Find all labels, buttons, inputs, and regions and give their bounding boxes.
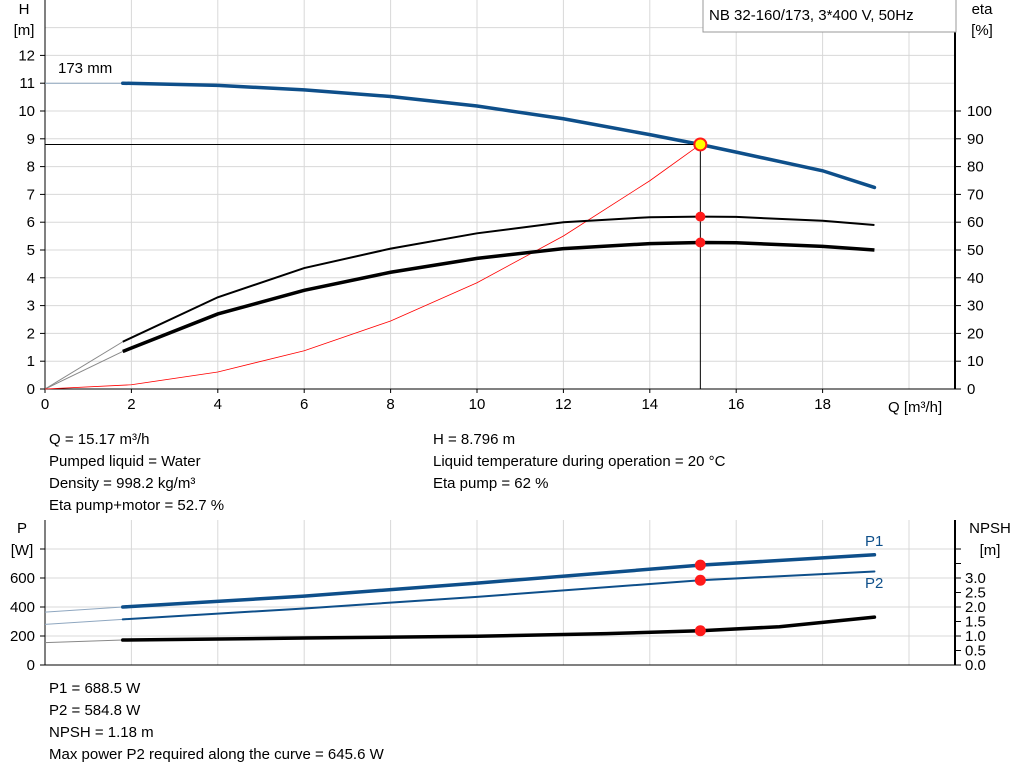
eta-total-point xyxy=(695,237,706,248)
info-density: Density = 998.2 kg/m³ xyxy=(49,475,196,492)
x-axis-label: Q [m³/h] xyxy=(888,399,942,416)
eta-tick-label: 100 xyxy=(967,103,992,120)
x-tick-label: 6 xyxy=(300,396,308,413)
info-npsh: NPSH = 1.18 m xyxy=(49,724,154,741)
h-axis-unit: [m] xyxy=(14,22,35,39)
x-tick-label: 12 xyxy=(555,396,572,413)
h-tick-label: 1 xyxy=(27,353,35,370)
eta-pump-curve xyxy=(122,215,875,343)
eta-tick-label: 80 xyxy=(967,159,984,176)
p-tick-label: 600 xyxy=(10,570,35,587)
h-tick-label: 9 xyxy=(27,131,35,148)
npsh-tick-label: 0.5 xyxy=(965,643,986,660)
p2-extension xyxy=(44,618,123,625)
eta-tick-label: 60 xyxy=(967,214,984,231)
info-max-p2: Max power P2 required along the curve = … xyxy=(49,746,384,763)
npsh-tick-label: 0.0 xyxy=(965,657,986,674)
info-eta-pump: Eta pump = 62 % xyxy=(433,475,549,492)
info-p2: P2 = 584.8 W xyxy=(49,702,141,719)
npsh-tick-label: 3.0 xyxy=(965,570,986,587)
npsh-tick-label: 2.5 xyxy=(965,585,986,602)
info-liquid: Pumped liquid = Water xyxy=(49,453,201,470)
info-h: H = 8.796 m xyxy=(433,431,516,448)
curve-label: 173 mm xyxy=(58,60,112,77)
x-tick-label: 4 xyxy=(214,396,222,413)
h-tick-label: 2 xyxy=(27,325,35,342)
x-tick-label: 14 xyxy=(641,396,658,413)
p1-point xyxy=(694,559,706,571)
h-tick-label: 11 xyxy=(19,75,35,92)
eta-pump-point xyxy=(695,211,706,222)
eta-tick-label: 90 xyxy=(967,131,984,148)
eta-total-curve xyxy=(122,240,875,354)
h-tick-label: 8 xyxy=(27,159,35,176)
h-tick-label: 6 xyxy=(27,214,35,231)
info-p1: P1 = 688.5 W xyxy=(49,680,141,697)
p1-label: P1 xyxy=(865,533,883,550)
p2-point xyxy=(694,574,706,586)
p-tick-label: 200 xyxy=(10,628,35,645)
power-npsh-chart: 0 200 400 600 0.00.51.01.52.02.53.0 xyxy=(10,520,986,674)
x-tick-label: 0 xyxy=(41,396,49,413)
duty-point xyxy=(693,137,708,152)
eta-tick-label: 10 xyxy=(967,353,984,370)
p1-curve xyxy=(121,553,877,609)
title-box xyxy=(702,0,957,33)
info-bottom: P1 = 688.5 W P2 = 584.8 W NPSH = 1.18 m … xyxy=(49,678,384,766)
x-tick-label: 10 xyxy=(469,396,486,413)
npsh-tick-label: 1.5 xyxy=(965,614,986,631)
eta-tick-label: 70 xyxy=(967,186,984,203)
p-axis-unit: [W] xyxy=(11,542,34,559)
p-tick-label: 0 xyxy=(27,657,35,674)
x-tick-label: 18 xyxy=(814,396,831,413)
x-tick-label: 8 xyxy=(386,396,394,413)
info-eta-total: Eta pump+motor = 52.7 % xyxy=(49,497,225,514)
p1-extension xyxy=(44,606,123,613)
h-tick-label: 5 xyxy=(27,242,35,259)
info-right: H = 8.796 m Liquid temperature during op… xyxy=(433,429,725,495)
performance-chart: 0 2 4 6 8 10 12 14 16 180123456789101112010203040… xyxy=(18,0,992,413)
h-tick-label: 0 xyxy=(27,381,35,398)
h-tick-label: 4 xyxy=(27,270,35,287)
npsh-curve xyxy=(121,615,877,642)
eta-tick-label: 20 xyxy=(967,325,984,342)
p2-curve xyxy=(121,570,876,621)
h-tick-label: 10 xyxy=(18,103,35,120)
npsh-axis-unit: [m] xyxy=(980,542,1001,559)
p2-label: P2 xyxy=(865,575,883,592)
eta-pump-extension xyxy=(44,341,124,390)
x-tick-label: 16 xyxy=(728,396,745,413)
h-tick-label: 7 xyxy=(27,186,35,203)
p-axis-label: P xyxy=(17,520,27,537)
h-axis-label: H xyxy=(19,1,30,18)
npsh-point xyxy=(694,625,706,637)
info-left: Q = 15.17 m³/h Pumped liquid = Water Den… xyxy=(49,429,224,517)
eta-tick-label: 0 xyxy=(967,381,975,398)
eta-tick-label: 40 xyxy=(967,270,984,287)
npsh-tick-label: 2.0 xyxy=(965,599,986,616)
eta-tick-label: 30 xyxy=(967,298,984,315)
info-q: Q = 15.17 m³/h xyxy=(49,431,150,448)
system-curve xyxy=(44,144,701,390)
h-tick-label: 12 xyxy=(18,47,35,64)
eta-axis-label: eta xyxy=(972,1,994,18)
eta-tick-label: 50 xyxy=(967,242,984,259)
eta-total-extension xyxy=(44,351,123,390)
h-tick-label: 3 xyxy=(27,298,35,315)
info-temp: Liquid temperature during operation = 20… xyxy=(433,453,726,470)
npsh-extension xyxy=(44,639,123,644)
p-tick-label: 400 xyxy=(10,599,35,616)
eta-axis-unit: [%] xyxy=(971,22,993,39)
npsh-axis-label: NPSH xyxy=(969,520,1011,537)
x-tick-label: 2 xyxy=(127,396,135,413)
title-text: NB 32-160/173, 3*400 V, 50Hz xyxy=(709,7,914,24)
h-curve xyxy=(121,81,877,190)
npsh-tick-label: 1.0 xyxy=(965,628,986,645)
